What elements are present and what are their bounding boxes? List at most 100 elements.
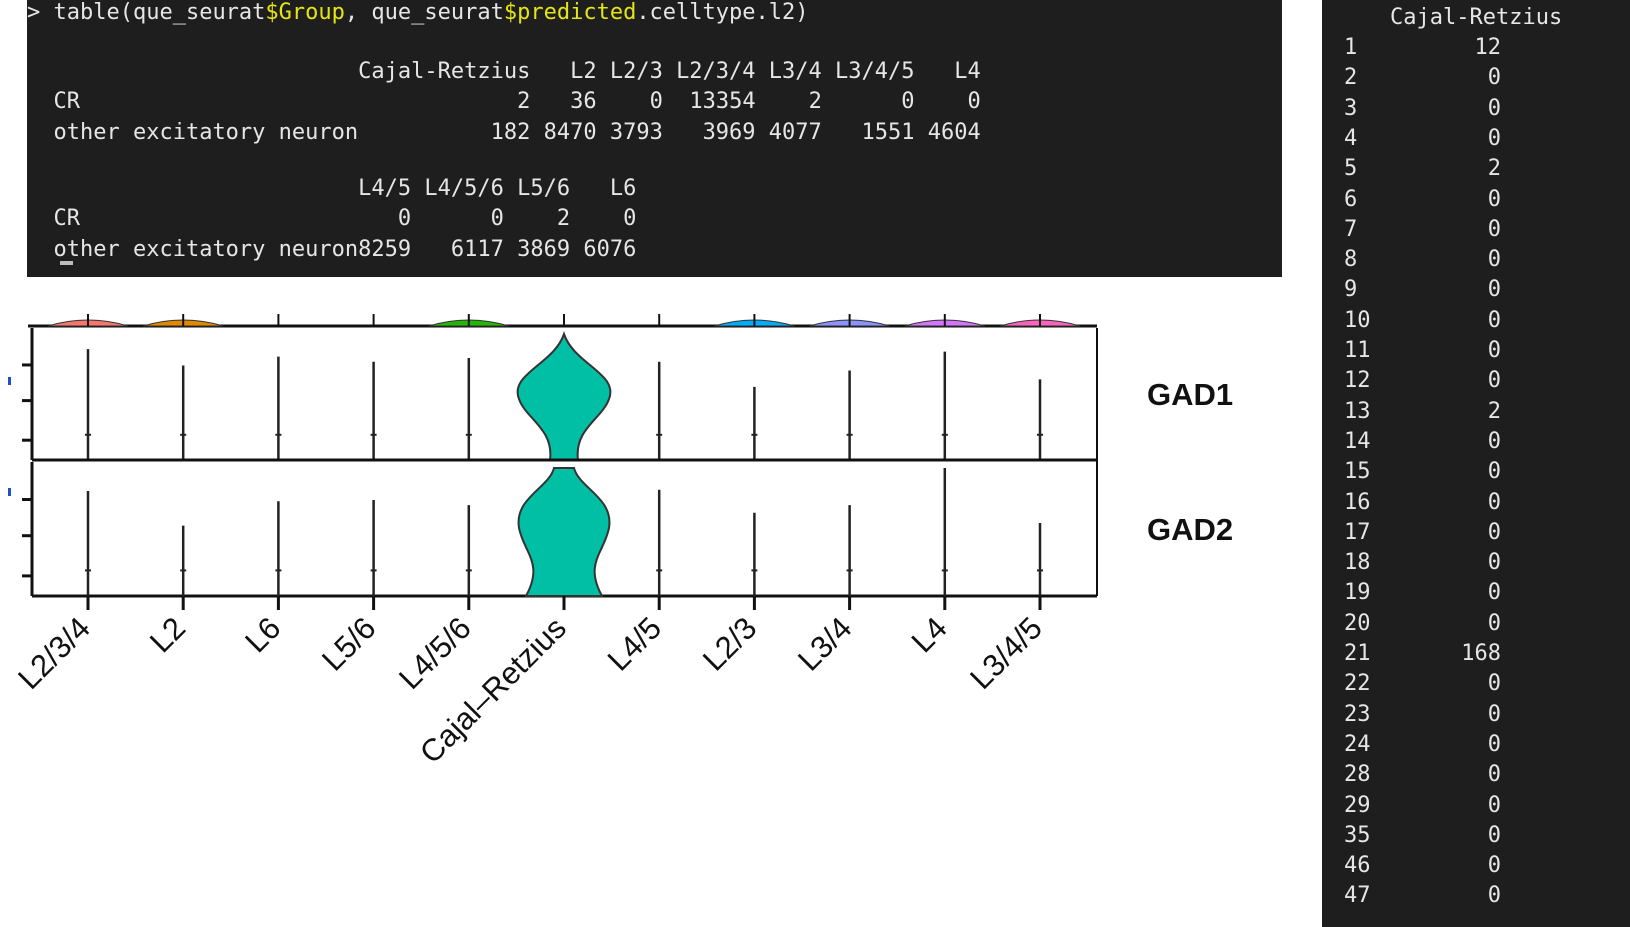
x-tick-label: L3/4/5 <box>963 610 1049 696</box>
row-index: 24 <box>1344 731 1371 757</box>
table-column-header: L2/3 <box>609 59 663 84</box>
row-index: 5 <box>1344 156 1358 182</box>
row-index: 1 <box>1344 35 1358 60</box>
row-index: 20 <box>1344 610 1371 636</box>
row-index: 9 <box>1344 277 1358 303</box>
table-cell: 8470 <box>543 119 597 145</box>
table-cell: 4077 <box>768 119 822 145</box>
row-value: 0 <box>1487 519 1501 545</box>
x-tick-label: L6 <box>238 610 287 659</box>
table-column-header: L6 <box>609 176 637 201</box>
table-cell: 13354 <box>689 89 756 115</box>
table-column-header: Cajal-Retzius <box>358 59 531 84</box>
row-index: 35 <box>1344 822 1371 848</box>
table-cell: 6076 <box>583 236 637 262</box>
row-value: 0 <box>1487 792 1501 818</box>
violin-shape <box>517 467 611 597</box>
gene-label: GAD1 <box>1147 377 1233 412</box>
y-axis-tick-fragment <box>8 488 11 496</box>
table-cell: 3869 <box>517 236 571 262</box>
row-value: 0 <box>1487 762 1501 788</box>
table-cell: 182 <box>490 119 531 145</box>
side-table-row: 11 0 <box>1344 338 1624 368</box>
table-cell: 4604 <box>927 119 981 145</box>
table-cell: 2 <box>808 89 822 115</box>
side-table-row: 22 0 <box>1344 671 1624 701</box>
side-table-row: 20 0 <box>1344 611 1624 641</box>
table-column-header: L4/5 <box>358 176 412 201</box>
side-table-row: 18 0 <box>1344 550 1624 580</box>
row-value: 0 <box>1487 277 1501 303</box>
table-column-header: L3/4 <box>768 59 822 84</box>
table-column-header: L5/6 <box>517 176 571 201</box>
table-column-header: L4/5/6 <box>424 176 504 201</box>
table-cell: 1551 <box>861 119 915 145</box>
row-value: 0 <box>1487 822 1501 848</box>
row-index: 15 <box>1344 459 1371 485</box>
table-cell: 3969 <box>702 119 756 145</box>
row-value: 0 <box>1487 428 1501 454</box>
row-index: 23 <box>1344 701 1371 727</box>
table-cell: 3793 <box>609 119 663 145</box>
row-index: 12 <box>1344 368 1371 394</box>
row-index: 14 <box>1344 428 1371 454</box>
r-console-side: Cajal-Retzius 1 12 2 0 3 0 4 0 5 2 6 0 7 0 8 0 9 0 10 0 11 0 1… <box>1322 0 1630 927</box>
row-value: 0 <box>1487 731 1501 757</box>
console-command: table(que_seurat$Group, que_seurat$predi… <box>54 0 809 25</box>
table-cell: 2 <box>556 206 571 232</box>
side-table-row: 16 0 <box>1344 490 1624 520</box>
row-index: 47 <box>1344 883 1371 909</box>
table-column-header: L2 <box>570 59 597 84</box>
row-value: 0 <box>1487 125 1501 151</box>
side-table-row: 47 0 <box>1344 883 1624 913</box>
row-value: 0 <box>1487 550 1501 576</box>
row-value: 0 <box>1487 247 1501 273</box>
command-part: $Group <box>265 0 345 25</box>
side-table-header: Cajal-Retzius <box>1390 5 1563 30</box>
row-index: 28 <box>1344 762 1371 788</box>
x-tick-label: L4 <box>905 610 954 659</box>
table-row-label: other excitatory neuron <box>53 236 359 262</box>
console-prompt: > <box>27 0 41 25</box>
row-value: 0 <box>1487 338 1501 363</box>
r-console-main: > table(que_seurat$Group, que_seurat$pre… <box>27 0 1282 277</box>
table-cell: 0 <box>397 206 412 232</box>
side-table-row: 19 0 <box>1344 580 1624 610</box>
row-value: 2 <box>1487 156 1501 182</box>
table-column-header: L3/4/5 <box>835 59 915 84</box>
row-value: 12 <box>1474 35 1502 60</box>
side-table-row: 14 0 <box>1344 429 1624 459</box>
row-index: 6 <box>1344 186 1358 212</box>
table-cell: 8259 <box>358 236 412 262</box>
side-table-row: 29 0 <box>1344 793 1624 823</box>
row-value: 0 <box>1487 459 1501 485</box>
row-index: 16 <box>1344 489 1371 515</box>
side-table-row: 12 0 <box>1344 368 1624 398</box>
row-value: 0 <box>1487 216 1501 242</box>
console-cursor <box>60 261 73 265</box>
side-table-row: 24 0 <box>1344 732 1624 762</box>
command-part: .celltype.l2) <box>636 0 809 25</box>
row-value: 0 <box>1487 701 1501 727</box>
table-row-label: CR <box>53 206 81 232</box>
x-tick-label: L4/5 <box>601 610 668 677</box>
row-index: 46 <box>1344 853 1371 879</box>
y-axis-tick-fragment <box>8 377 11 385</box>
row-index: 19 <box>1344 580 1371 606</box>
row-index: 18 <box>1344 550 1371 576</box>
side-table-row: 17 0 <box>1344 520 1624 550</box>
command-part: table(que_seurat <box>53 0 266 25</box>
row-index: 22 <box>1344 671 1371 697</box>
row-value: 0 <box>1487 883 1501 909</box>
x-tick-label: L2/3/4 <box>11 610 97 696</box>
table-cell: 0 <box>649 89 663 115</box>
row-index: 3 <box>1344 95 1358 121</box>
side-table-row: 1 12 <box>1344 35 1624 65</box>
table-cell: 36 <box>570 89 597 115</box>
